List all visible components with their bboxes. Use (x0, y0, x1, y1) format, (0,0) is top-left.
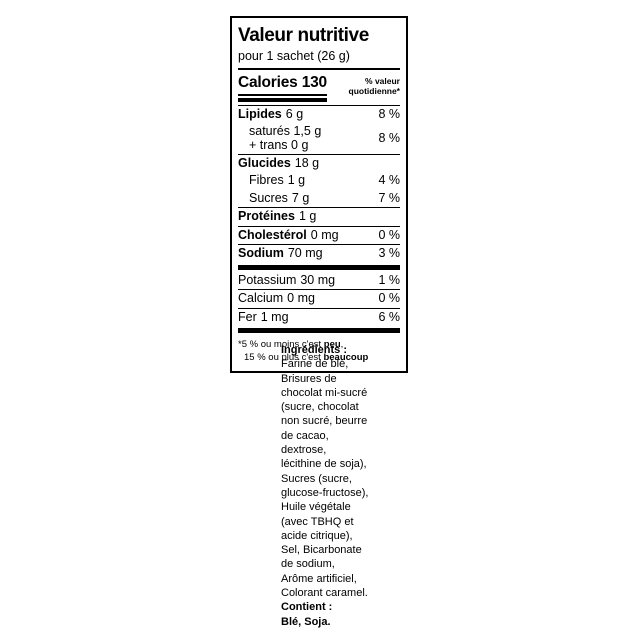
ingredient-line: non sucré, beurre (281, 415, 368, 428)
ingredients-heading: Ingrédients : (281, 344, 348, 356)
nutrient-percent: 3 % (378, 246, 400, 261)
contains-heading: Contient : (281, 601, 333, 614)
nutrient-percent: 8 % (378, 107, 400, 122)
nutrient-percent: 6 % (378, 309, 400, 324)
nutrient-label: Glucides (238, 155, 291, 170)
nutrient-value: 1 g (287, 173, 306, 188)
ingredient-line: acide citrique), (281, 529, 353, 542)
rule-header (238, 68, 400, 71)
nutrient-label: Fibres (249, 173, 284, 188)
ingredient-line: Brisures de (281, 372, 337, 385)
footnote-line1: *5 % ou moins c'est peu, (238, 339, 344, 351)
calories-label: Calories 130 (238, 74, 327, 92)
nutrient-row-fibre: Fibres 1 g 4 % (238, 172, 400, 190)
nutrient-value: 30 mg (300, 272, 336, 287)
daily-value-header-line2: quotidienne* (348, 86, 400, 97)
nutrient-percent: 7 % (378, 190, 400, 205)
ingredient-line: (sucre, chocolat (281, 401, 359, 414)
ingredient-line: glucose-fructose), (281, 486, 369, 499)
ingredient-line: de sodium, (281, 558, 335, 571)
rule (238, 207, 400, 209)
nutrient-value: 7 g (291, 190, 310, 205)
ingredient-line: Sucres (sucre, (281, 472, 352, 485)
nutrient-value: 18 g (294, 155, 320, 170)
ingredient-line: Farine de blé, (281, 358, 349, 371)
ingredients-list: Ingrédients : Farine de blé, Brisures de… (281, 343, 368, 629)
thick-separator-bar (238, 264, 400, 270)
nutrient-value: 0 mg (310, 227, 339, 242)
rule (238, 307, 400, 309)
nutrient-row-saturated-trans: saturés 1,5 g + trans 0 g 8 % (238, 124, 400, 154)
rule (238, 153, 400, 155)
contains-allergens: Blé, Soja. (281, 615, 331, 628)
ingredient-line: (avec TBHQ et (281, 515, 354, 528)
calories-underline (238, 94, 327, 96)
nutrient-row-protein: Protéines 1 g (238, 208, 400, 226)
nutrient-percent: 4 % (378, 173, 400, 188)
calories-value: 130 (301, 74, 327, 92)
ingredient-line: de cacao, (281, 429, 329, 442)
nutrient-value: 1 g (298, 209, 317, 224)
nft-title: Valeur nutritive (238, 25, 369, 46)
rule (238, 225, 400, 227)
ingredient-line: Sel, Bicarbonate (281, 544, 362, 557)
nutrient-label: Potassium (238, 272, 297, 287)
saturated-trans-lines: saturés 1,5 g + trans 0 g (238, 124, 378, 152)
nutrient-label: Lipides (238, 107, 282, 122)
ingredient-line: Arôme artificiel, (281, 572, 357, 585)
nutrition-facts-table: Valeur nutritive pour 1 sachet (26 g) Ca… (230, 16, 408, 374)
ingredient-line: lécithine de soja), (281, 458, 367, 471)
nutrient-row-potassium: Potassium 30 mg 1 % (238, 272, 400, 290)
footnote: *5 % ou moins c'est peu, 15 % ou plus c'… (238, 335, 400, 365)
nutrient-label: Calcium (238, 291, 284, 306)
nutrient-row-fat: Lipides 6 g 8 % (238, 106, 400, 124)
nutrient-percent: 1 % (378, 272, 400, 287)
nutrient-value: 6 g (285, 107, 304, 122)
nutrient-row-carbohydrate: Glucides 18 g (238, 155, 400, 173)
nutrient-label: Protéines (238, 209, 295, 224)
nutrient-percent: 8 % (378, 130, 400, 145)
nutrient-label: Fer (238, 309, 257, 324)
nutrient-label: Cholestérol (238, 227, 307, 242)
thick-separator-bar (238, 328, 400, 334)
nutrient-value: 0 mg (287, 291, 315, 306)
nutrient-percent: 0 % (378, 227, 400, 242)
ingredient-line: Colorant caramel. (281, 587, 368, 600)
nutrient-label: Sucres (249, 190, 288, 205)
nutrient-row-iron: Fer 1 mg 6 % (238, 309, 400, 327)
nutrient-value: 1 mg (260, 309, 289, 324)
nutrient-row-sodium: Sodium 70 mg 3 % (238, 245, 400, 263)
calories-thick-bar (238, 97, 327, 103)
rule (238, 289, 400, 291)
calories-cell: Calories 130 (238, 74, 327, 103)
nutrient-row-calcium: Calcium 0 mg 0 % (238, 290, 400, 308)
nutrient-value: 70 mg (287, 246, 323, 261)
nutrient-label: Sodium (238, 246, 284, 261)
rule (238, 244, 400, 246)
nutrient-row-cholesterol: Cholestérol 0 mg 0 % (238, 227, 400, 245)
daily-value-header-line1: % valeur (365, 76, 400, 87)
calories-row: Calories 130 % valeur quotidienne* (238, 70, 400, 105)
nutrient-row-sugars: Sucres 7 g 7 % (238, 190, 400, 208)
ingredient-line: Huile végétale (281, 501, 351, 514)
saturated-label: saturés 1,5 g (249, 123, 322, 138)
nutrient-percent: 0 % (378, 291, 400, 306)
ingredient-line: dextrose, (281, 444, 327, 457)
nft-serving-size: pour 1 sachet (26 g) (238, 49, 350, 64)
rule (238, 105, 400, 107)
footnote-line2: 15 % ou plus c'est beaucoup (244, 351, 369, 363)
ingredient-line: chocolat mi-sucré (281, 386, 368, 399)
daily-value-header: % valeur quotidienne* (349, 74, 400, 96)
trans-label: + trans 0 g (249, 137, 309, 152)
